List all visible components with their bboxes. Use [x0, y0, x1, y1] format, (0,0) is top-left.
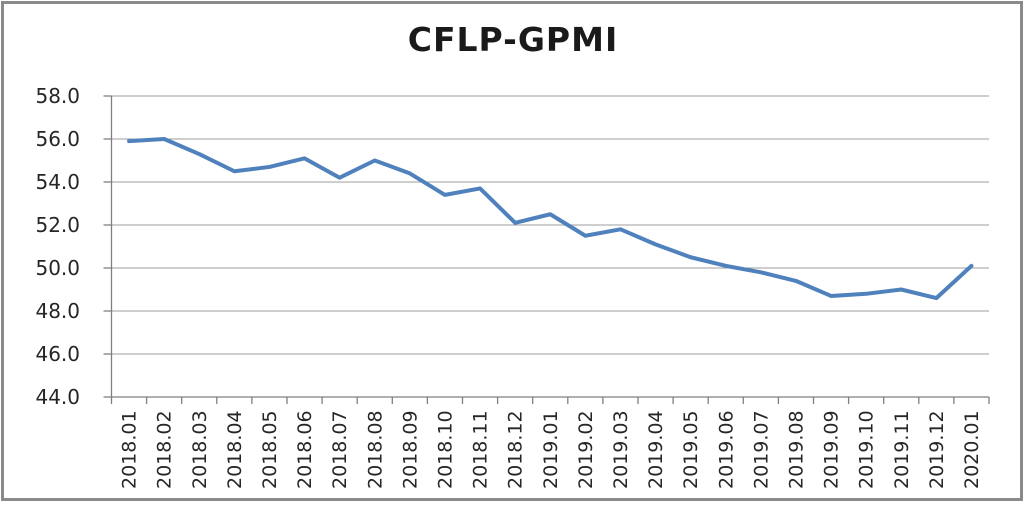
x-tick-label: 2019.01 [540, 410, 562, 489]
x-tick-label: 2019.08 [785, 410, 807, 489]
data-series-line [127, 137, 974, 301]
chart-title: CFLP-GPMI [407, 20, 619, 59]
x-tick-label: 2019.12 [926, 410, 948, 489]
x-tick-label: 2019.05 [680, 410, 702, 489]
x-tick-label: 2018.09 [399, 410, 421, 489]
y-tick-label: 52.0 [35, 213, 80, 237]
x-tick-label: 2019.02 [575, 410, 597, 489]
x-axis-labels: 2018.01 2018.02 2018.03 2018.04 2018.05 2018.… [119, 410, 983, 489]
x-tick-label: 2019.09 [821, 410, 843, 489]
y-axis-labels: 58.0 56.0 54.0 52.0 50.0 48.0 46.0 44.0 [35, 84, 80, 409]
x-tick-label: 2019.11 [891, 410, 913, 489]
y-tick-label: 44.0 [35, 385, 80, 409]
x-tick-label: 2019.04 [645, 410, 667, 489]
x-tick-label: 2018.12 [505, 410, 527, 489]
x-tick-label: 2018.08 [364, 410, 386, 489]
gridlines-group [111, 95, 989, 355]
x-tick-label: 2018.06 [294, 410, 316, 489]
x-tick-label: 2018.07 [329, 410, 351, 489]
x-tick-label: 2019.06 [715, 410, 737, 489]
y-tick-label: 50.0 [35, 256, 80, 280]
x-tick-label: 2020.01 [961, 410, 983, 489]
x-tick-label: 2018.02 [154, 410, 176, 489]
y-tick-label: 56.0 [35, 127, 80, 151]
y-tick-label: 46.0 [35, 342, 80, 366]
x-tick-label: 2019.07 [750, 410, 772, 489]
x-tick-label: 2019.10 [856, 410, 878, 489]
tick-marks-group [103, 95, 990, 404]
y-tick-label: 54.0 [35, 170, 80, 194]
x-tick-label: 2018.04 [224, 410, 246, 489]
x-tick-label: 2018.11 [470, 410, 492, 489]
x-tick-label: 2018.03 [189, 410, 211, 489]
x-tick-label: 2018.05 [259, 410, 281, 489]
x-tick-label: 2018.10 [434, 410, 456, 489]
y-tick-label: 58.0 [35, 84, 80, 108]
y-tick-label: 48.0 [35, 299, 80, 323]
x-tick-label: 2019.03 [610, 410, 632, 489]
x-tick-label: 2018.01 [119, 410, 141, 489]
